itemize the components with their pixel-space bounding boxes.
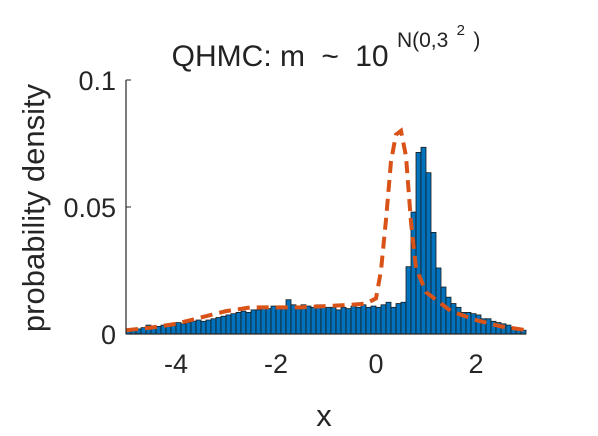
histogram-bar bbox=[380, 304, 387, 335]
x-tick-label: -4 bbox=[164, 349, 188, 379]
histogram-bar bbox=[260, 306, 267, 335]
y-axis-label: probability density bbox=[16, 83, 51, 332]
histogram-bar bbox=[505, 324, 512, 335]
histogram-bar bbox=[270, 305, 277, 335]
histogram-bar bbox=[470, 313, 477, 335]
histogram-bar bbox=[435, 267, 442, 335]
histogram-bar bbox=[320, 306, 327, 335]
histogram-bar bbox=[455, 306, 462, 335]
y-tick-label: 0.05 bbox=[63, 193, 116, 223]
title-prefix: QHMC: m bbox=[172, 40, 305, 73]
histogram-bar bbox=[345, 308, 352, 335]
y-tick-label: 0.1 bbox=[78, 66, 116, 96]
title-exponent: N(0,3 bbox=[397, 29, 448, 52]
histogram-bar bbox=[245, 312, 252, 335]
title-base: 10 bbox=[355, 40, 388, 73]
histogram-bar bbox=[355, 306, 362, 335]
histogram-bar bbox=[475, 314, 482, 335]
histogram-bar bbox=[195, 319, 202, 335]
histogram-bar bbox=[240, 310, 247, 335]
histogram-bar bbox=[445, 296, 452, 335]
histogram-bar bbox=[450, 303, 457, 335]
x-axis-label: x bbox=[316, 398, 332, 433]
histogram-bar bbox=[175, 322, 182, 335]
histogram-bar bbox=[235, 312, 242, 335]
title-symbol: ~ bbox=[321, 40, 339, 73]
histogram-bar bbox=[365, 306, 372, 335]
title-exponent-sup: 2 bbox=[457, 22, 465, 39]
x-tick-label: 0 bbox=[368, 349, 383, 379]
histogram-bars bbox=[125, 146, 527, 335]
histogram-bar bbox=[230, 313, 237, 335]
histogram-bar bbox=[395, 303, 402, 335]
histogram-bar bbox=[265, 308, 272, 335]
histogram-bar bbox=[410, 211, 417, 335]
histogram-bar bbox=[335, 309, 342, 335]
histogram-bar bbox=[375, 306, 382, 335]
density-curve bbox=[125, 127, 527, 333]
histogram-bar bbox=[405, 266, 412, 335]
histogram-bar bbox=[215, 317, 222, 335]
histogram-bar bbox=[330, 306, 337, 335]
histogram-bar bbox=[315, 304, 322, 335]
histogram-bar bbox=[425, 172, 432, 335]
x-tick-label: -2 bbox=[264, 349, 288, 379]
histogram-bar bbox=[220, 315, 227, 335]
y-tick-label: 0 bbox=[101, 320, 116, 350]
histogram-bar bbox=[285, 299, 292, 335]
histogram-bar bbox=[185, 322, 192, 335]
histogram-bar bbox=[295, 306, 302, 335]
histogram-bar bbox=[310, 306, 317, 335]
histogram-bar bbox=[385, 301, 392, 335]
histogram-bar bbox=[360, 304, 367, 335]
histogram-bar bbox=[350, 305, 357, 335]
histogram-bar bbox=[305, 305, 312, 335]
title-exponent-close: ) bbox=[473, 29, 480, 52]
histogram-bar bbox=[400, 301, 407, 335]
histogram-bar bbox=[225, 314, 232, 335]
x-tick-label: 2 bbox=[468, 349, 483, 379]
histogram-bar bbox=[430, 231, 437, 335]
histogram-bar bbox=[275, 305, 282, 335]
histogram-bar bbox=[255, 309, 262, 335]
histogram-bar bbox=[200, 320, 207, 335]
histogram-bar bbox=[180, 323, 187, 335]
histogram-bar bbox=[415, 151, 422, 335]
histogram-bar bbox=[190, 320, 197, 335]
histogram-bar bbox=[250, 309, 257, 335]
histogram-bar bbox=[325, 306, 332, 335]
histogram-bar bbox=[280, 306, 287, 335]
histogram-bar bbox=[420, 146, 427, 335]
histogram-bar bbox=[340, 306, 347, 335]
histogram-bar bbox=[370, 305, 377, 335]
histogram-bar bbox=[440, 286, 447, 335]
histogram-bar bbox=[210, 318, 217, 335]
histogram-bar bbox=[205, 319, 212, 335]
axis-ticks: -4 -2 0 2 0 0.05 0.1 bbox=[63, 66, 483, 379]
chart-title: QHMC: m ~ 10 N(0,3 2 ) bbox=[172, 9, 481, 73]
histogram-bar bbox=[390, 306, 397, 335]
